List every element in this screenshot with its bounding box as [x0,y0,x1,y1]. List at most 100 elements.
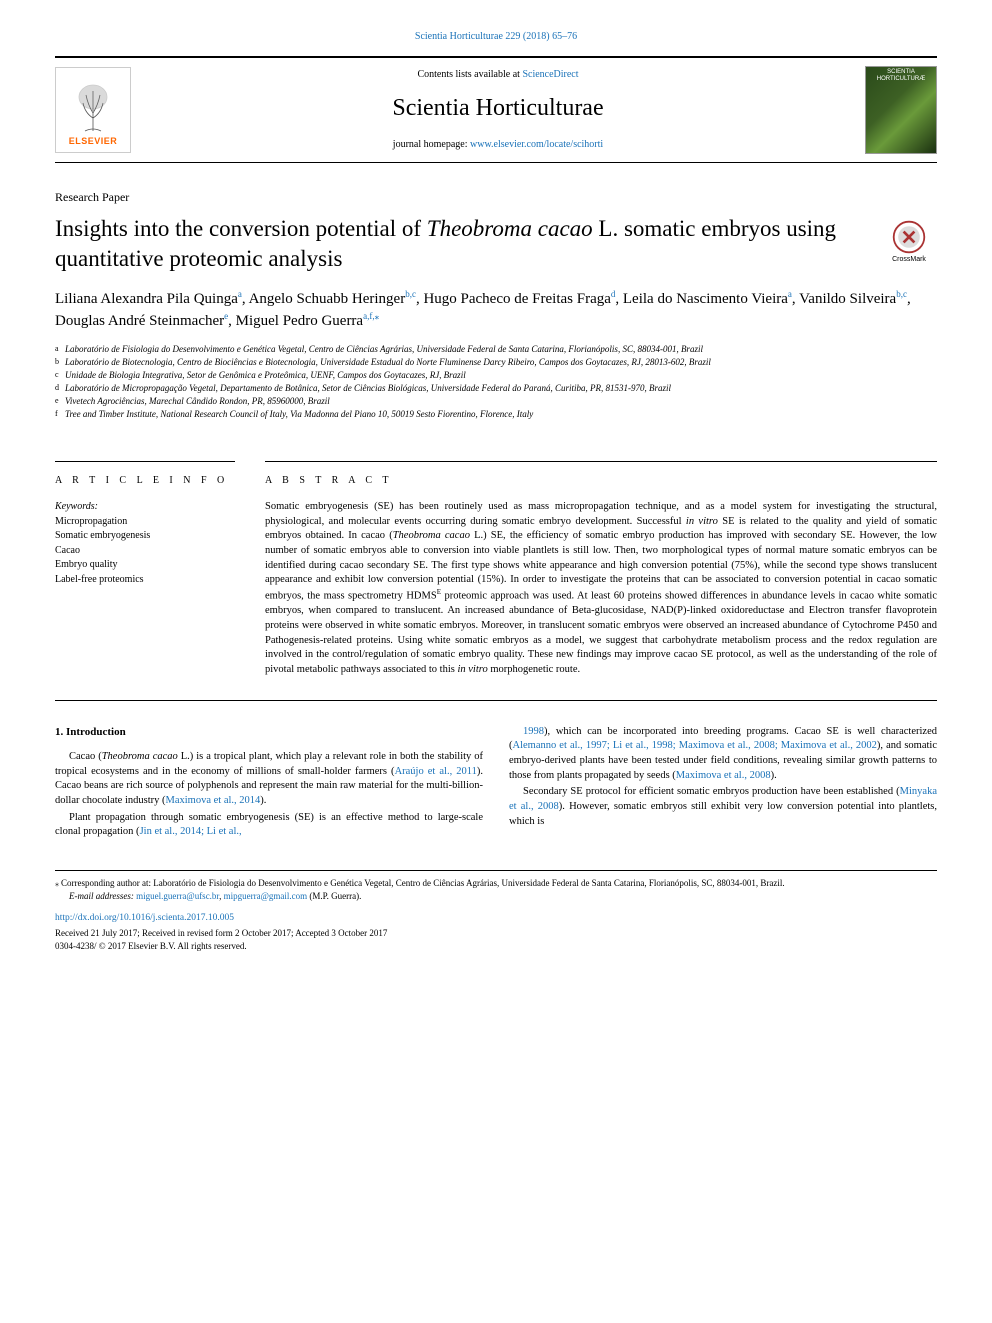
article-info-heading: A R T I C L E I N F O [55,461,235,488]
body-paragraph: 1998), which can be incorporated into br… [509,725,937,784]
text-span: ). [260,795,266,806]
citation[interactable]: Maximova et al., 2014 [166,795,261,806]
intro-heading: 1. Introduction [55,725,483,740]
citation[interactable]: Araújo et al., 2011 [395,766,477,777]
abstract-text: Somatic embryogenesis (SE) has been rout… [265,500,937,678]
homepage-link[interactable]: www.elsevier.com/locate/scihorti [470,139,603,150]
keyword-item: Label-free proteomics [55,573,235,588]
keyword-item: Embryo quality [55,558,235,573]
title-italic-species: Theobroma cacao [427,216,593,241]
contents-line: Contents lists available at ScienceDirec… [143,68,853,82]
aff-f-text: Tree and Timber Institute, National Rese… [65,408,533,421]
abstract-span: Theobroma cacao [393,530,470,541]
publisher-logo: ELSEVIER [55,67,131,153]
aff-b: bLaboratório de Biotecnologia, Centro de… [55,356,937,369]
body-columns: 1. Introduction Cacao (Theobroma cacao L… [55,725,937,843]
citation[interactable]: 1998 [523,726,544,737]
text-span: Theobroma cacao [102,751,178,762]
abstract-span: in vitro [686,516,718,527]
doi-link[interactable]: http://dx.doi.org/10.1016/j.scienta.2017… [55,912,937,925]
crossmark-label: CrossMark [892,255,926,265]
author-6-aff[interactable]: e [224,311,228,321]
aff-f: fTree and Timber Institute, National Res… [55,408,937,421]
aff-a-text: Laboratório de Fisiologia do Desenvolvim… [65,343,703,356]
journal-title: Scientia Horticulturae [143,92,853,126]
aff-e-text: Vivetech Agrociências, Marechal Cândido … [65,395,330,408]
aff-c-text: Unidade de Biologia Integrativa, Setor d… [65,369,466,382]
journal-header-box: ELSEVIER Contents lists available at Sci… [55,56,937,163]
author-6: Douglas André Steinmacher [55,313,224,329]
email-2[interactable]: mipguerra@gmail.com [224,891,308,901]
sciencedirect-link[interactable]: ScienceDirect [522,69,578,80]
aff-d: dLaboratório de Micropropagação Vegetal,… [55,382,937,395]
aff-e: eVivetech Agrociências, Marechal Cândido… [55,395,937,408]
author-1: Liliana Alexandra Pila Quinga [55,291,238,307]
body-paragraph: Cacao (Theobroma cacao L.) is a tropical… [55,750,483,809]
author-7-corr[interactable]: ⁎ [375,311,380,321]
keyword-item: Cacao [55,544,235,559]
title-row: Insights into the conversion potential o… [55,214,937,274]
body-paragraph: Secondary SE protocol for efficient soma… [509,785,937,829]
author-1-aff[interactable]: a [238,289,242,299]
copyright-line: 0304-4238/ © 2017 Elsevier B.V. All righ… [55,940,937,953]
abstract-span: in vitro [457,664,487,675]
corresponding-author-note: ⁎ Corresponding author at: Laboratório d… [55,877,937,890]
corr-text: Corresponding author at: Laboratório de … [61,878,785,888]
header-center: Contents lists available at ScienceDirec… [143,68,853,152]
aff-d-text: Laboratório de Micropropagação Vegetal, … [65,382,671,395]
email-label: E-mail addresses: [69,891,134,901]
homepage-line: journal homepage: www.elsevier.com/locat… [143,138,853,152]
keywords-list: MicropropagationSomatic embryogenesisCac… [55,515,235,588]
aff-b-text: Laboratório de Biotecnologia, Centro de … [65,356,711,369]
elsevier-tree-icon [73,83,113,133]
crossmark-badge[interactable]: CrossMark [881,214,937,270]
text-span: ). However, somatic embryos still exhibi… [509,801,937,827]
author-4: Leila do Nascimento Vieira [623,291,788,307]
title-pre: Insights into the conversion potential o… [55,216,427,241]
info-abstract-row: A R T I C L E I N F O Keywords: Micropro… [55,445,937,678]
email-1[interactable]: miguel.guerra@ufsc.br [136,891,219,901]
body-paragraph: Plant propagation through somatic embryo… [55,811,483,840]
email-name: (M.P. Guerra). [309,891,361,901]
top-journal-ref: Scientia Horticulturae 229 (2018) 65–76 [55,30,937,44]
citation[interactable]: Maximova et al., 2008 [676,770,771,781]
main-separator [55,700,937,701]
author-3: Hugo Pacheco de Freitas Fraga [423,291,610,307]
publisher-name: ELSEVIER [69,133,118,152]
affiliations-block: aLaboratório de Fisiologia do Desenvolvi… [55,343,937,421]
citation[interactable]: Alemanno et al., 1997; Li et al., 1998; … [513,740,877,751]
author-3-aff[interactable]: d [611,289,616,299]
keyword-item: Micropropagation [55,515,235,530]
journal-cover-thumb: SCIENTIA HORTICULTURÆ [865,66,937,154]
author-7-aff[interactable]: a,f, [363,311,375,321]
author-5-aff[interactable]: b,c [896,289,907,299]
abstract-col: A B S T R A C T Somatic embryogenesis (S… [265,461,937,678]
received-line: Received 21 July 2017; Received in revis… [55,927,937,940]
footer-separator [55,870,937,871]
aff-a: aLaboratório de Fisiologia do Desenvolvi… [55,343,937,356]
abstract-span: proteomic approach was used. At least 60… [265,590,937,674]
article-info-col: A R T I C L E I N F O Keywords: Micropro… [55,461,235,678]
homepage-prefix: journal homepage: [393,139,470,150]
text-span: ). [771,770,777,781]
body-col-right: 1998), which can be incorporated into br… [509,725,937,843]
text-span: Cacao ( [69,751,102,762]
cover-label: SCIENTIA HORTICULTURÆ [866,69,936,82]
author-7: Miguel Pedro Guerra [236,313,363,329]
body-col-left: 1. Introduction Cacao (Theobroma cacao L… [55,725,483,843]
keywords-label: Keywords: [55,500,235,514]
citation[interactable]: Jin et al., 2014; Li et al., [140,826,242,837]
authors-block: Liliana Alexandra Pila Quingaa, Angelo S… [55,288,937,333]
keyword-item: Somatic embryogenesis [55,529,235,544]
abstract-span: morphogenetic route. [488,664,580,675]
cover-label-l1: SCIENTIA [887,69,915,75]
contents-prefix: Contents lists available at [417,69,522,80]
abstract-heading: A B S T R A C T [265,461,937,488]
author-2-aff[interactable]: b,c [405,289,416,299]
author-5: Vanildo Silveira [799,291,896,307]
text-span: Secondary SE protocol for efficient soma… [523,786,900,797]
article-type: Research Paper [55,189,937,206]
author-4-aff[interactable]: a [788,289,792,299]
article-title: Insights into the conversion potential o… [55,214,861,274]
aff-c: cUnidade de Biologia Integrativa, Setor … [55,369,937,382]
